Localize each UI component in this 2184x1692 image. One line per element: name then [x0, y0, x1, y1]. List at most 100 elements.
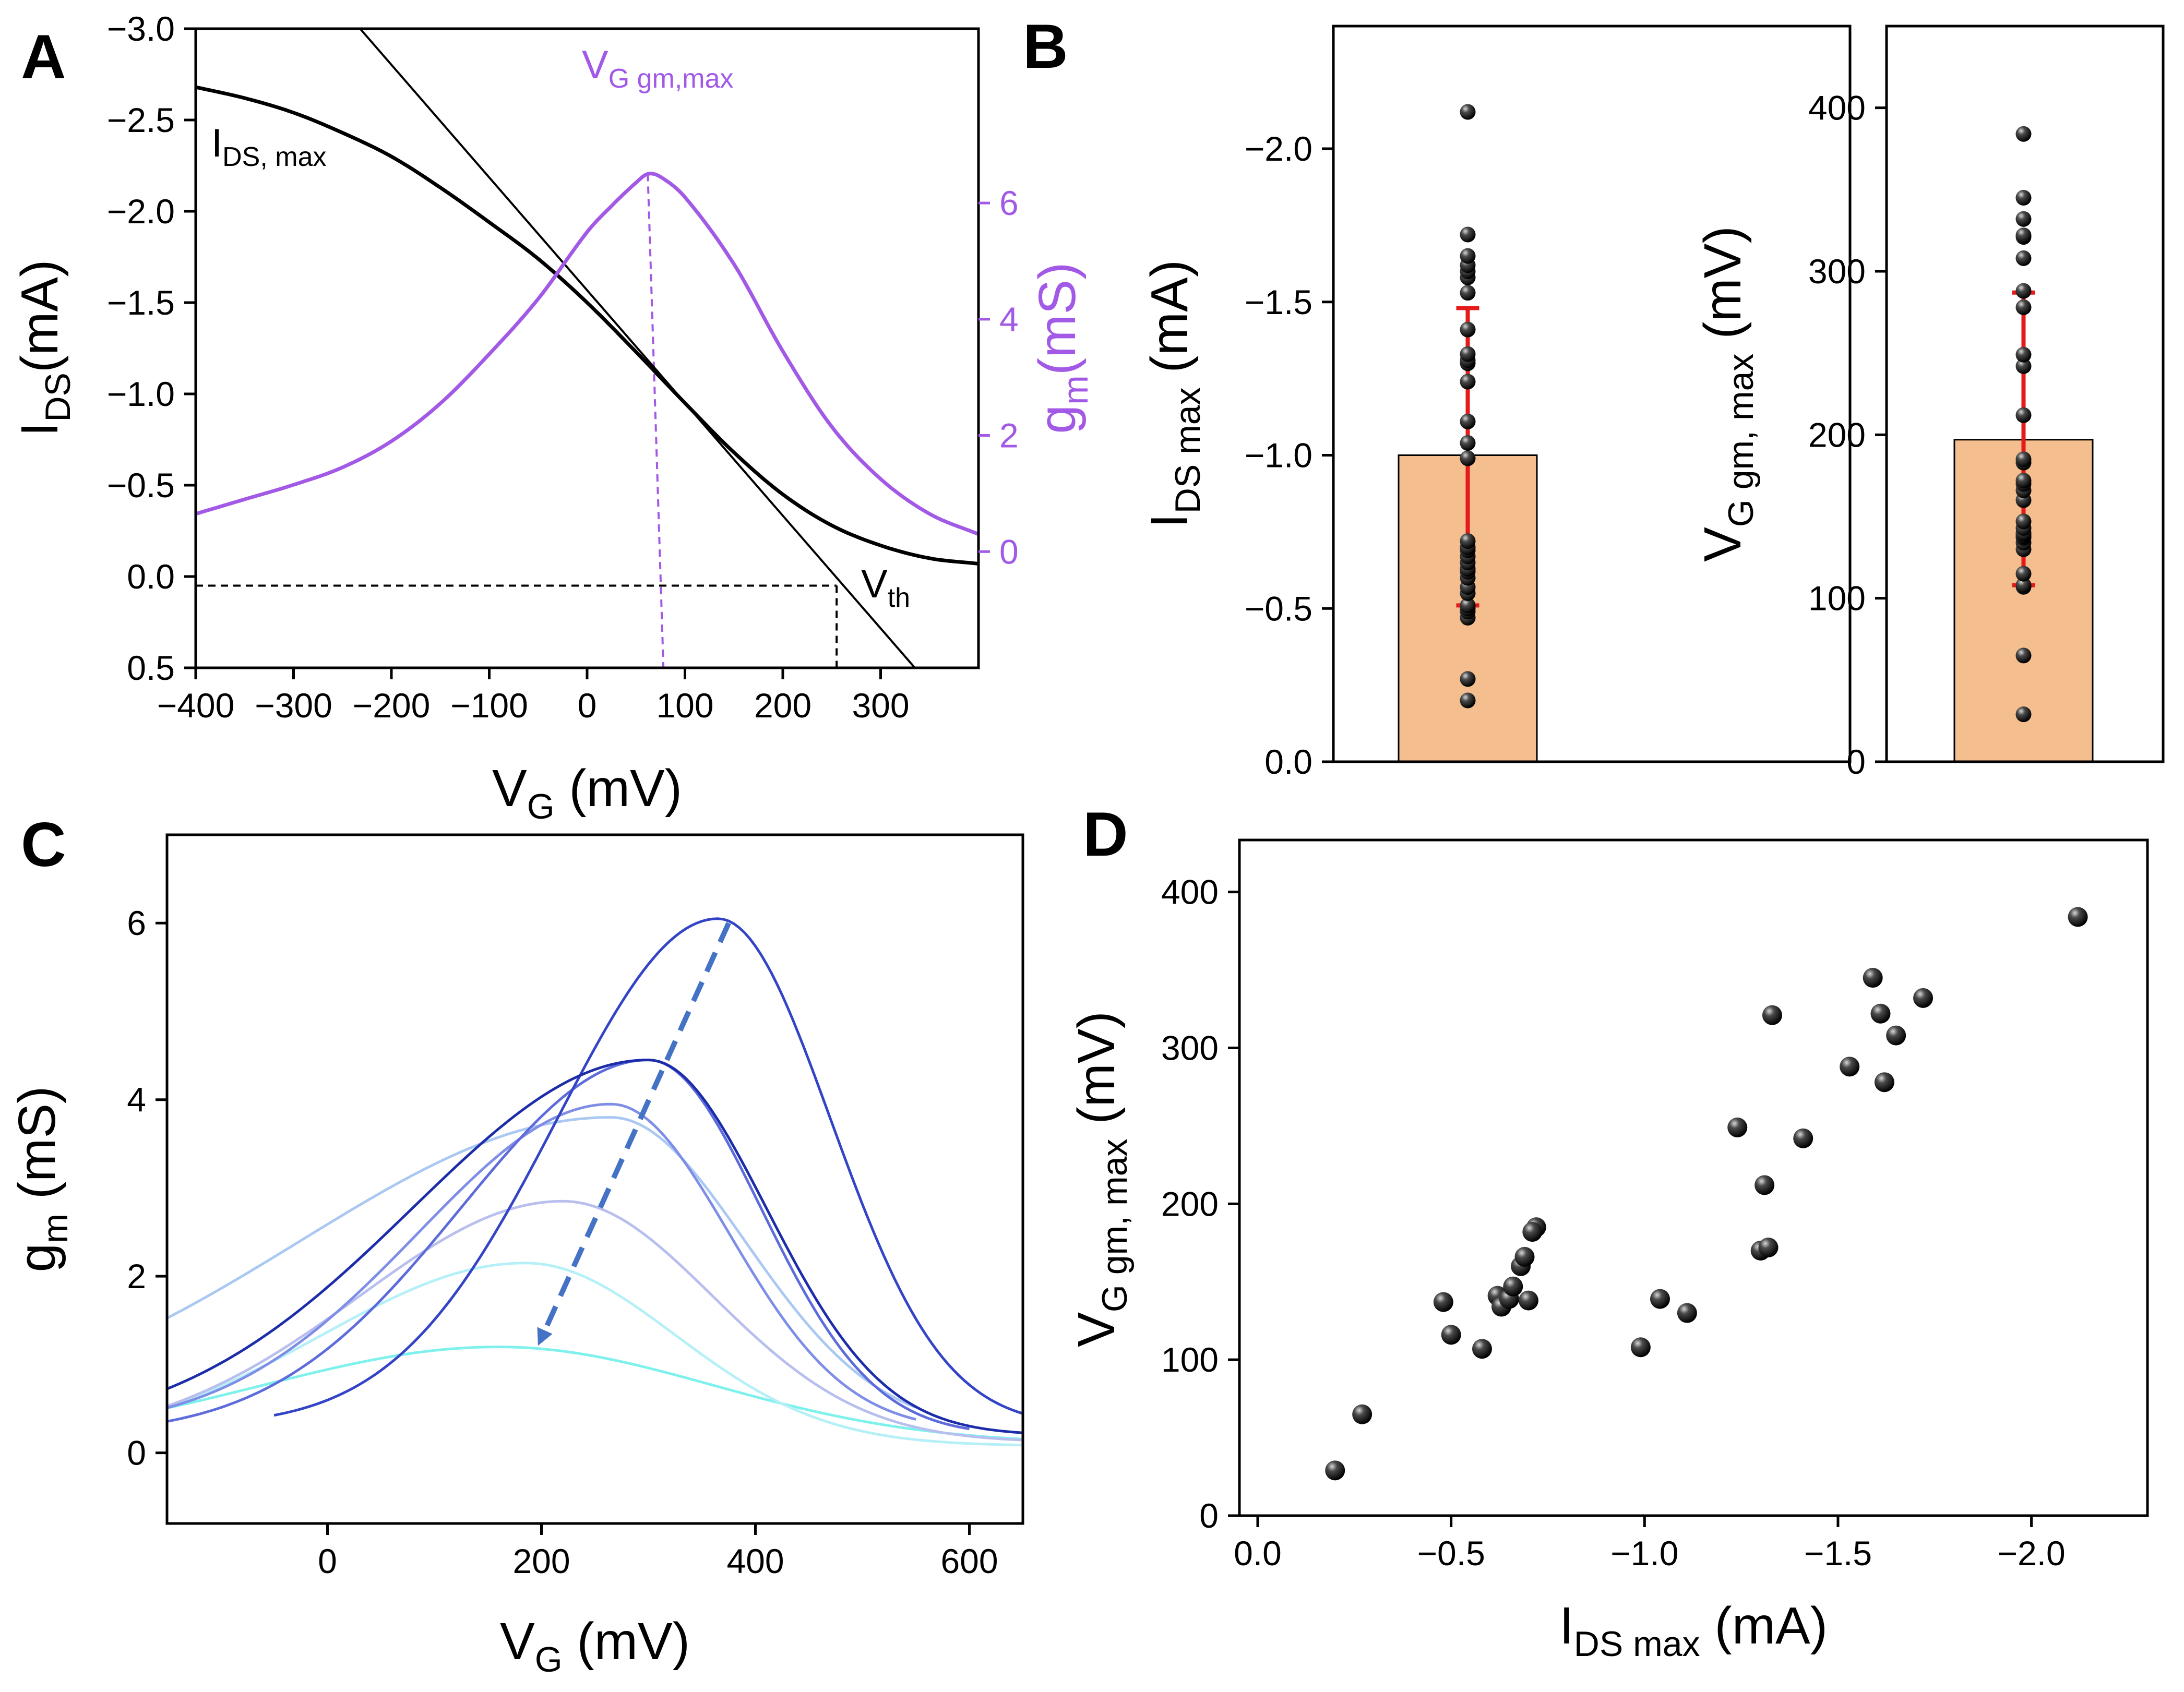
panel-a-left-ytick-label: −1.0 [107, 375, 175, 413]
trend-arrow [537, 922, 731, 1346]
panel-d-ytick-label: 200 [1161, 1184, 1219, 1223]
panel-b-left-data-point [1460, 321, 1476, 338]
panel-d-data-point [1514, 1246, 1535, 1267]
panel-d-y-ticks: 0 100 200 300 400 [1161, 873, 1239, 1535]
panel-b-right-data-point [2015, 647, 2032, 664]
panel-b-left-data-point [1460, 104, 1476, 120]
panel-b-right-data-point [2015, 358, 2032, 374]
panel-c-ytick-label: 6 [127, 904, 146, 942]
panel-c-xtick-label: 600 [940, 1542, 998, 1580]
panel-a-plot-area [196, 29, 978, 668]
panel-c-frame [165, 833, 1024, 1525]
panel-c-curve-3 [167, 1115, 916, 1409]
panel-d: 0.0 −0.5 −1.0 −1.5 −2.0 0 100 200 300 400 IDS ma… [1067, 838, 2149, 1664]
panel-a-series-group [196, 29, 978, 668]
panel-b-left-ytick-label: 0.0 [1264, 742, 1312, 781]
panel-a-ylabel-left: IDS(mA) [10, 260, 78, 437]
gm-max-drop-line [647, 174, 665, 668]
panel-d-data-point [1472, 1339, 1492, 1359]
panel-b-left-ytick-label: −2.0 [1245, 129, 1312, 168]
panel-b-left-data-point [1460, 226, 1476, 243]
panel-c-xlabel: VG (mV) [500, 1612, 690, 1679]
panel-a-xtick-label: −100 [450, 686, 528, 725]
panel-b-right-data-point [2015, 211, 2032, 227]
panel-c-xtick-label: 0 [318, 1542, 337, 1580]
panel-d-plot-area [1325, 907, 2088, 1481]
vg-gm-max-annotation: VG gm,max [582, 43, 734, 94]
panel-b-left-y-ticks: 0.0 −0.5 −1.0 −1.5 −2.0 [1245, 129, 1333, 781]
panel-b-left-ytick-label: −1.5 [1245, 283, 1312, 321]
panel-b-left-ytick-label: −1.0 [1245, 436, 1312, 475]
panel-c-curve-7 [273, 917, 1023, 1417]
panel-d-ytick-label: 100 [1161, 1340, 1219, 1379]
panel-c-ytick-label: 2 [127, 1257, 146, 1295]
panel-b-right-plot-area [1953, 126, 2094, 763]
ids-max-annotation: IDS, max [211, 121, 327, 172]
panel-b-left-data-point [1460, 346, 1476, 362]
panel-b-right-data-point [2015, 299, 2032, 315]
panel-d-xtick-label: −2.0 [1997, 1534, 2065, 1573]
panel-c-y-ticks: 0 2 4 6 [127, 904, 167, 1472]
panel-b-right-data-point [2015, 513, 2032, 530]
panel-b-right-data-point [2015, 346, 2032, 363]
panel-c-xtick-label: 200 [512, 1542, 570, 1580]
panel-d-data-point [1913, 988, 1934, 1008]
panel-b-right-ytick-label: 300 [1808, 252, 1866, 291]
panel-b-right-ytick-label: 0 [1846, 742, 1866, 781]
panel-d-data-point [1352, 1404, 1373, 1424]
panel-c-series-group [167, 917, 1023, 1447]
panel-d-data-point [1755, 1175, 1775, 1195]
panel-a-series-g-m [196, 172, 978, 536]
panel-b-left-frame [1332, 25, 1852, 763]
panel-b-right-data-point [2015, 407, 2032, 423]
panel-b-left: 0.0 −0.5 −1.0 −1.5 −2.0 IDS max (mA) [1140, 25, 1852, 781]
panel-c-curve-2 [167, 1262, 1023, 1447]
panel-a-xtick-label: −200 [353, 686, 431, 725]
panel-b-left-data-point [1460, 597, 1476, 614]
panel-c-curve-8 [167, 1058, 1023, 1434]
panel-b-right: 0 100 200 300 400 VG gm, max (mV) [1693, 25, 2165, 781]
panel-a-xtick-label: 300 [852, 686, 909, 725]
panel-b-left-data-point [1460, 692, 1476, 709]
panel-b-right-data-point [2015, 227, 2032, 244]
panel-c-xtick-label: 400 [726, 1542, 784, 1580]
panel-a-left-ytick-label: −0.5 [107, 466, 175, 505]
panel-letter-d: D [1083, 799, 1128, 869]
panel-b-left-data-point [1460, 533, 1476, 549]
panel-a-x-ticks: −400 −300 −200 −100 0 100 200 300 [157, 668, 910, 725]
panel-b-left-ylabel: IDS max (mA) [1140, 260, 1208, 528]
panel-d-data-point [2068, 907, 2088, 927]
panel-d-data-point [1433, 1292, 1453, 1312]
panel-d-data-point [1518, 1290, 1538, 1311]
panel-d-data-point [1870, 1003, 1891, 1024]
panel-d-xtick-label: −0.5 [1417, 1534, 1485, 1573]
panel-d-data-point [1793, 1128, 1813, 1148]
panel-b-right-data-point [2015, 706, 2032, 723]
panel-d-x-ticks: 0.0 −0.5 −1.0 −1.5 −2.0 [1234, 1516, 2066, 1573]
panel-b-left-ytick-label: −0.5 [1245, 589, 1312, 628]
panel-a-left-ytick-label: 0.5 [127, 649, 175, 687]
panel-letter-b: B [1023, 11, 1068, 81]
panel-d-ylabel: VG gm, max (mV) [1067, 1011, 1135, 1347]
panel-a-left-ytick-label: 0.0 [127, 557, 175, 596]
panel-d-frame [1238, 838, 2149, 1517]
panel-b-right-ylabel: VG gm, max (mV) [1693, 226, 1761, 562]
panel-a-xtick-label: 200 [754, 686, 811, 725]
panel-d-xlabel: IDS max (mA) [1559, 1597, 1828, 1664]
panel-letter-c: C [21, 810, 66, 880]
panel-a-right-ytick-label: 2 [999, 416, 1019, 455]
panel-b-right-data-point [2015, 577, 2032, 593]
panel-b-left-data-point [1460, 435, 1476, 451]
panel-b-right-frame [1885, 25, 2165, 763]
panel-a-ylabel-right: gm(mS) [1028, 262, 1095, 434]
panel-b-right-ytick-label: 200 [1808, 415, 1866, 454]
panel-c-curve-4 [167, 1199, 1023, 1442]
panel-d-xtick-label: −1.5 [1804, 1534, 1872, 1573]
panel-d-data-point [1441, 1325, 1461, 1345]
panel-d-data-point [1503, 1276, 1523, 1297]
panel-c-ylabel: gm (mS) [8, 1086, 75, 1273]
panel-d-data-point [1762, 1005, 1782, 1025]
panel-a-xtick-label: 100 [656, 686, 713, 725]
panel-b-left-data-point [1460, 285, 1476, 301]
panel-letter-a: A [21, 22, 66, 92]
